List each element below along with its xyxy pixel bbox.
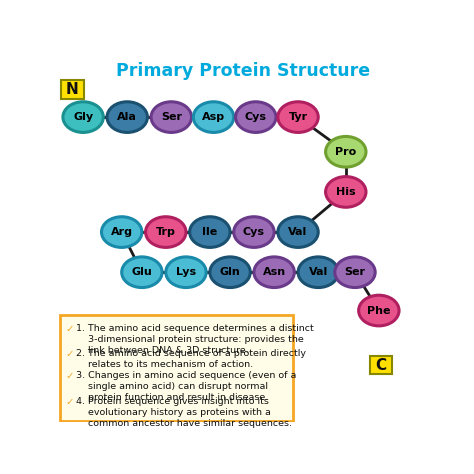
Text: N: N: [66, 82, 79, 97]
Ellipse shape: [101, 217, 142, 247]
Text: Trp: Trp: [156, 227, 176, 237]
Ellipse shape: [122, 257, 162, 288]
Text: C: C: [375, 358, 386, 373]
Text: Lys: Lys: [176, 267, 196, 277]
Ellipse shape: [193, 102, 234, 132]
Ellipse shape: [254, 257, 294, 288]
Text: ✓: ✓: [65, 324, 74, 334]
Text: Cys: Cys: [245, 112, 267, 122]
Text: ✓: ✓: [65, 349, 74, 359]
Text: Ser: Ser: [161, 112, 182, 122]
Ellipse shape: [151, 102, 191, 132]
Text: Pro: Pro: [335, 147, 356, 157]
FancyBboxPatch shape: [61, 80, 84, 99]
Text: Asp: Asp: [202, 112, 225, 122]
Ellipse shape: [190, 217, 230, 247]
Text: Asn: Asn: [263, 267, 286, 277]
Ellipse shape: [326, 137, 366, 167]
FancyBboxPatch shape: [60, 315, 293, 421]
Ellipse shape: [146, 217, 186, 247]
Text: Gln: Gln: [219, 267, 240, 277]
Text: 4. Protein sequence gives insight into its
    evolutionary history as proteins : 4. Protein sequence gives insight into i…: [76, 397, 292, 428]
Text: 1. The amino acid sequence determines a distinct
    3-dimensional protein struc: 1. The amino acid sequence determines a …: [76, 324, 313, 355]
Text: ✓: ✓: [65, 371, 74, 381]
Text: Arg: Arg: [111, 227, 133, 237]
Text: Val: Val: [288, 227, 308, 237]
Ellipse shape: [236, 102, 276, 132]
Ellipse shape: [107, 102, 147, 132]
Ellipse shape: [278, 217, 318, 247]
Text: Tyr: Tyr: [289, 112, 308, 122]
Ellipse shape: [166, 257, 206, 288]
Ellipse shape: [63, 102, 103, 132]
Ellipse shape: [210, 257, 250, 288]
Ellipse shape: [335, 257, 375, 288]
Text: Phe: Phe: [367, 306, 391, 316]
Text: Val: Val: [309, 267, 328, 277]
FancyBboxPatch shape: [370, 356, 392, 374]
Text: ✓: ✓: [65, 397, 74, 407]
Text: Glu: Glu: [131, 267, 152, 277]
Text: Ala: Ala: [117, 112, 137, 122]
Ellipse shape: [359, 295, 399, 326]
Ellipse shape: [234, 217, 274, 247]
Text: Cys: Cys: [243, 227, 265, 237]
Text: 2. The amino acid sequence of a protein directly
    relates to its mechanism of: 2. The amino acid sequence of a protein …: [76, 349, 306, 369]
Text: His: His: [336, 187, 356, 197]
Ellipse shape: [298, 257, 338, 288]
Ellipse shape: [326, 177, 366, 207]
Text: Primary Protein Structure: Primary Protein Structure: [116, 63, 370, 81]
Text: Gly: Gly: [73, 112, 93, 122]
Text: 3. Changes in amino acid sequence (even of a
    single amino acid) can disrupt : 3. Changes in amino acid sequence (even …: [76, 371, 296, 402]
Text: Ser: Ser: [345, 267, 365, 277]
Ellipse shape: [278, 102, 318, 132]
Text: Ile: Ile: [202, 227, 218, 237]
